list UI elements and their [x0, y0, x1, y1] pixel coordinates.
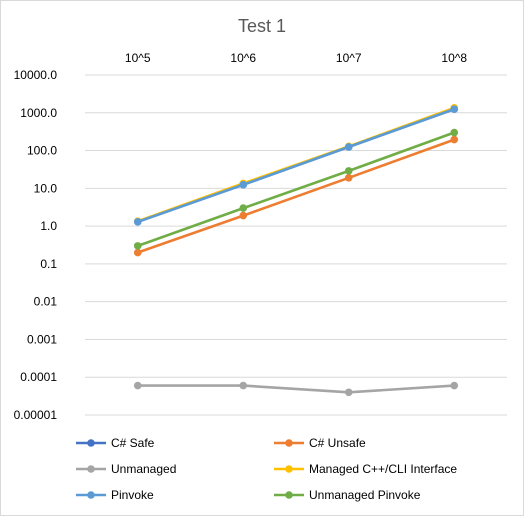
legend-swatch-marker — [87, 491, 95, 499]
series-line — [137, 138, 455, 254]
y-tick-label: 0.00001 — [14, 408, 58, 422]
data-point — [450, 381, 459, 390]
legend-label: C# Unsafe — [309, 436, 366, 450]
chart-title: Test 1 — [238, 16, 286, 36]
data-point — [133, 242, 142, 250]
y-tick-label: 0.001 — [27, 332, 57, 346]
x-tick-label: 10^8 — [441, 51, 467, 65]
legend-swatch-marker — [285, 465, 293, 473]
legend: C# Safe C# Unsafe Unmanaged Managed C++/CLI… — [76, 436, 457, 502]
y-tick-label: 0.01 — [34, 295, 58, 309]
y-tick-label: 10000.0 — [14, 68, 58, 82]
series-line — [137, 384, 455, 394]
legend-label: C# Safe — [111, 436, 155, 450]
legend-swatch-marker — [87, 465, 95, 473]
x-tick-label: 10^6 — [230, 51, 256, 65]
series-line — [137, 131, 455, 248]
y-axis-tick-labels: 10000.0 1000.0 100.0 10.0 1.0 0.1 0.01 0.001 0.0… — [14, 68, 58, 422]
data-point — [344, 174, 353, 182]
data-point — [133, 248, 142, 257]
y-tick-label: 100.0 — [27, 144, 57, 158]
legend-label: Managed C++/CLI Interface — [309, 462, 457, 476]
y-tick-label: 0.1 — [40, 257, 57, 271]
data-point — [450, 105, 459, 113]
x-axis-tick-labels: 10^5 10^6 10^7 10^8 — [125, 51, 467, 65]
data-point — [344, 167, 353, 175]
series-line — [137, 107, 455, 224]
series-lines — [133, 104, 459, 397]
data-point — [239, 180, 248, 189]
data-point — [450, 135, 459, 144]
data-point — [239, 211, 248, 220]
legend-label: Unmanaged Pinvoke — [309, 488, 421, 502]
data-point — [239, 381, 248, 390]
data-point — [133, 218, 142, 226]
gridlines — [85, 74, 507, 416]
data-point — [450, 128, 459, 137]
y-tick-label: 0.0001 — [20, 370, 57, 384]
y-tick-label: 10.0 — [34, 181, 58, 195]
data-point — [344, 143, 353, 151]
legend-swatch-marker — [285, 491, 293, 499]
y-tick-label: 1.0 — [40, 219, 57, 233]
data-point — [344, 388, 353, 397]
legend-label: Unmanaged — [111, 462, 176, 476]
legend-swatch-marker — [87, 439, 95, 447]
legend-swatch-marker — [285, 439, 293, 447]
legend-label: Pinvoke — [111, 488, 154, 502]
x-tick-label: 10^7 — [336, 51, 362, 65]
data-point — [239, 204, 248, 212]
data-point — [133, 381, 142, 390]
y-tick-label: 1000.0 — [20, 106, 57, 120]
x-tick-label: 10^5 — [125, 51, 151, 65]
